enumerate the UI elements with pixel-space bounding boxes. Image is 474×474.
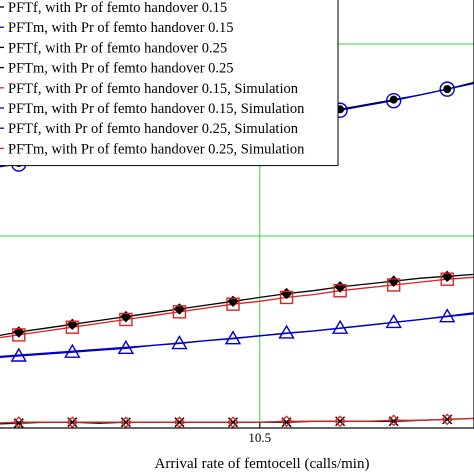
series-3-point (389, 95, 398, 104)
series-4-point (67, 417, 78, 428)
legend-entry: PFTm, with Pr of femto handover 0.25 (8, 61, 234, 77)
series-6-point (64, 343, 81, 358)
plot-frame (0, 0, 474, 429)
series-5-point (12, 328, 26, 342)
x-tick-label: 10.5 (248, 430, 271, 445)
series-5-line (0, 276, 474, 339)
series-3-point (443, 85, 452, 94)
legend-entry: PFTm, with Pr of femto handover 0.15 (8, 20, 234, 36)
series-5-point (386, 278, 401, 292)
legend-entry: PFTm, with Pr of femto handover 0.15, Si… (8, 101, 305, 117)
series-6-point (117, 339, 135, 355)
legend-box (0, 0, 339, 167)
series-6-point (331, 319, 349, 334)
legend-entry: PFTf, with Pr of femto handover 0.15 (8, 0, 227, 16)
series-8-point (66, 416, 79, 429)
series-4-point (335, 416, 346, 427)
series-8-point (441, 413, 454, 426)
series-8-point (334, 415, 347, 428)
series-8-point (119, 416, 132, 429)
series-6-line (0, 313, 474, 358)
series-7-point (439, 81, 455, 97)
series-6-point (278, 324, 295, 339)
series-4-point (442, 414, 453, 425)
x-axis-label: Arrival rate of femtocell (calls/min) (155, 456, 370, 472)
series-8-point (227, 416, 239, 429)
series-2-line (0, 312, 474, 358)
legend-entry: PFTf, with Pr of femto handover 0.25 (8, 40, 227, 56)
series-5-point (279, 290, 294, 305)
series-6-point (10, 347, 27, 362)
series-5-point (119, 312, 133, 327)
series-5-point (440, 272, 454, 286)
series-8-point (173, 416, 186, 429)
series-5-point (226, 297, 240, 311)
series-8-point (12, 416, 25, 429)
legend-entry: PFTf, with Pr of femto handover 0.25, Si… (8, 121, 299, 137)
series-6-point (171, 335, 188, 350)
series-6-point (224, 330, 242, 345)
series-5-point (333, 284, 347, 298)
series-7-point (385, 92, 402, 109)
series-6-point (385, 314, 402, 329)
x-axis-ticks: 10.5 (248, 423, 271, 445)
series-5-point (172, 305, 187, 319)
series-4-point (174, 417, 185, 428)
legend-entry: PFTf, with Pr of femto handover 0.15, Si… (8, 81, 299, 97)
series-4-point (120, 417, 131, 428)
legend: PFTf, with Pr of femto handover 0.15 PFTm… (0, 0, 339, 167)
legend-entry: PFTm, with Pr of femto handover 0.25, Si… (8, 141, 305, 157)
series-8-point (387, 414, 400, 427)
series-8-point (280, 415, 293, 428)
series-4-point (227, 417, 239, 428)
series-5-point (65, 320, 80, 334)
series-6-point (439, 308, 456, 323)
